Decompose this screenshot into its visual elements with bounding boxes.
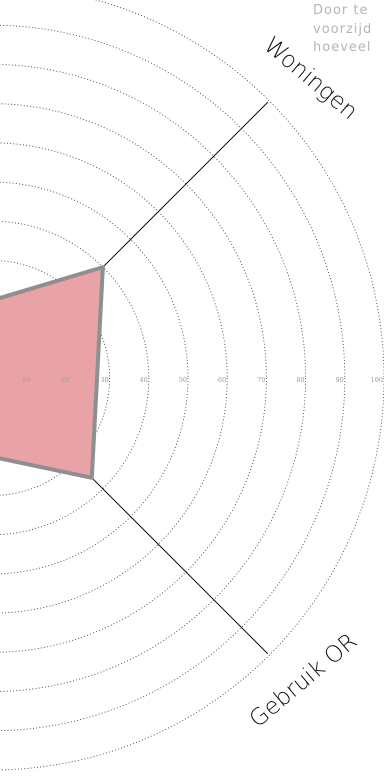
tick-label-30: 30 [100, 376, 108, 384]
tick-label-90: 90 [336, 376, 344, 384]
axis-label-gebruik-or: Gebruik OR [245, 628, 363, 733]
tick-label-40: 40 [140, 376, 148, 384]
radar-area-series-1 [0, 267, 103, 478]
tick-label-60: 60 [218, 376, 226, 384]
axis-label-woningen: Woningen [259, 32, 363, 125]
tick-label-80: 80 [296, 376, 304, 384]
tick-label-70: 70 [257, 376, 265, 384]
radar-series [0, 267, 103, 478]
tick-label-100: 100 [371, 376, 383, 384]
tick-label-10: 10 [22, 376, 30, 384]
tick-label-50: 50 [179, 376, 187, 384]
tick-label-20: 20 [61, 376, 69, 384]
